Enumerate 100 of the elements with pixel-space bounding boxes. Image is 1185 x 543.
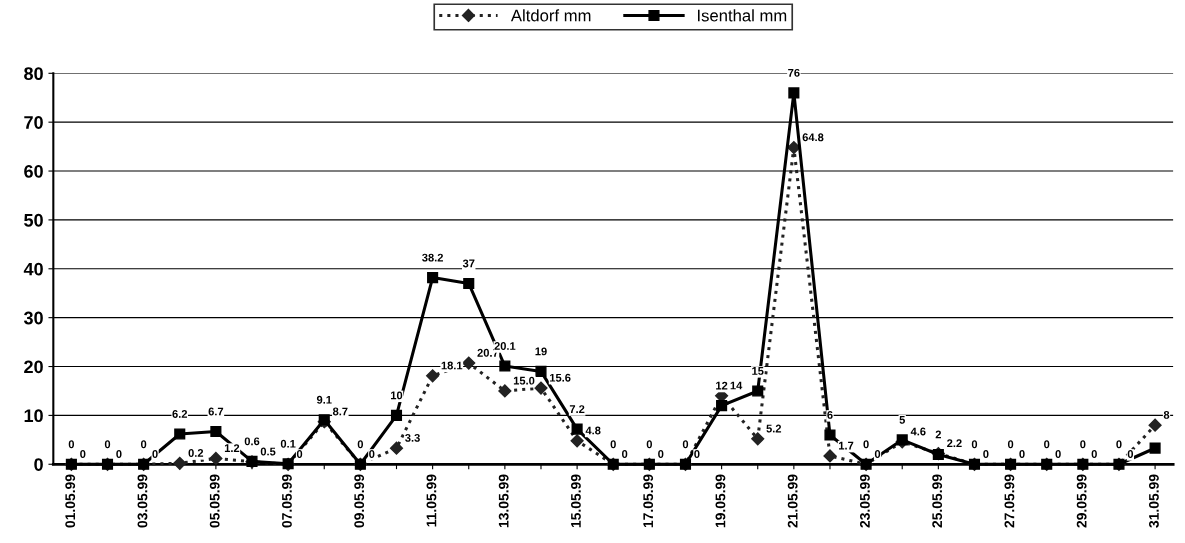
y-tick-label: 0	[34, 458, 43, 471]
point	[174, 428, 186, 440]
data-label: 15.0	[513, 376, 535, 385]
data-label: 0.5	[260, 447, 276, 456]
data-label: 64.8	[802, 133, 824, 142]
point	[390, 409, 403, 421]
point	[463, 277, 475, 290]
data-label: 38.2	[422, 253, 443, 262]
data-label: 0.2	[188, 449, 204, 457]
data-label: 0	[874, 450, 881, 458]
x-tick-label: 23.05.99	[859, 474, 870, 528]
data-label: 0	[646, 440, 652, 449]
point	[535, 365, 547, 377]
data-label: 0	[152, 450, 158, 458]
x-tick-label: 17.05.99	[643, 474, 654, 528]
data-label: 9.1	[316, 395, 332, 404]
point	[823, 449, 837, 463]
point	[462, 356, 476, 370]
x-tick-label: 13.05.99	[498, 474, 509, 528]
data-label: 0	[1116, 440, 1122, 449]
data-label: 0	[1007, 440, 1014, 449]
y-tick-label: 60	[24, 164, 43, 178]
legend-label: Isenthal mm	[698, 9, 787, 22]
data-label: 0	[622, 450, 628, 458]
data-label: 0	[694, 450, 700, 458]
y-tick-label: 50	[24, 213, 43, 227]
x-tick-label: 01.05.99	[65, 474, 76, 528]
data-label: 10	[391, 391, 403, 400]
data-label: 6	[827, 410, 833, 419]
data-label: 0	[80, 450, 86, 458]
data-label: 76	[788, 68, 800, 77]
data-label: 0	[116, 450, 122, 458]
data-label: 12	[716, 381, 728, 390]
data-label: 8	[1163, 410, 1170, 419]
point	[389, 441, 404, 455]
data-label: 0	[1019, 450, 1025, 458]
data-label: 0	[104, 440, 111, 449]
point	[571, 423, 583, 435]
data-label: 15.6	[550, 373, 571, 382]
point	[173, 456, 187, 470]
data-label: 5.2	[766, 424, 782, 433]
data-label: 0	[1091, 450, 1097, 458]
data-label: 0.1	[280, 439, 296, 448]
data-label: 0	[983, 450, 989, 458]
data-label: 4.6	[910, 427, 926, 436]
data-label: 0	[140, 440, 147, 449]
point	[787, 140, 801, 155]
data-label: 2	[935, 430, 941, 439]
x-tick-label: 29.05.99	[1076, 474, 1087, 528]
data-label: 7.2	[569, 405, 585, 413]
data-label: 0	[971, 440, 978, 449]
data-label: 37	[462, 259, 475, 268]
x-tick-label: 05.05.99	[209, 474, 220, 528]
data-label: 1.7	[839, 441, 854, 450]
x-tick-label: 11.05.99	[426, 474, 437, 527]
point	[751, 432, 765, 446]
x-tick-label: 07.05.99	[282, 474, 292, 528]
point	[788, 87, 800, 99]
point	[427, 272, 439, 284]
x-tick-label: 19.05.99	[715, 474, 726, 528]
data-label: 0	[610, 440, 616, 449]
point	[534, 381, 548, 395]
data-label: 0	[1127, 450, 1134, 458]
point	[570, 434, 584, 448]
data-label: 0	[357, 440, 364, 449]
data-label: 0	[1055, 450, 1061, 458]
data-label: 0	[296, 450, 303, 458]
data-label: 0	[1044, 440, 1050, 449]
point	[1148, 418, 1162, 432]
data-label: 2.2	[947, 439, 962, 448]
y-tick-label: 80	[24, 67, 43, 81]
data-label: 0	[68, 440, 75, 449]
x-tick-label: 09.05.99	[354, 474, 365, 528]
data-label: 0	[682, 440, 689, 449]
x-tick-label: 21.05.99	[787, 474, 798, 528]
point	[1149, 442, 1161, 454]
point	[426, 369, 440, 383]
x-tick-label: 31.05.99	[1148, 474, 1159, 528]
y-tick-label: 10	[24, 409, 43, 423]
x-tick-label: 15.05.99	[571, 474, 581, 528]
data-label: 0	[863, 440, 869, 449]
data-label: 0	[369, 450, 375, 458]
data-label: 6.7	[208, 407, 224, 416]
point	[209, 451, 223, 465]
data-label: 5	[899, 415, 905, 424]
data-label: 3.3	[405, 433, 420, 442]
y-tick-label: 30	[23, 311, 43, 325]
data-label: 19	[535, 347, 547, 356]
data-label: 20.1	[494, 342, 516, 350]
y-tick-label: 40	[23, 262, 43, 276]
point	[499, 360, 511, 372]
legend-label: Altdorf mm	[510, 9, 591, 22]
y-tick-label: 70	[24, 116, 43, 129]
data-label: 15	[752, 367, 764, 375]
point	[498, 384, 512, 398]
data-label: 1.2	[224, 444, 240, 452]
x-tick-label: 25.05.99	[932, 474, 943, 528]
x-tick-label: 27.05.99	[1004, 474, 1015, 528]
point	[716, 400, 728, 412]
point	[210, 425, 222, 438]
